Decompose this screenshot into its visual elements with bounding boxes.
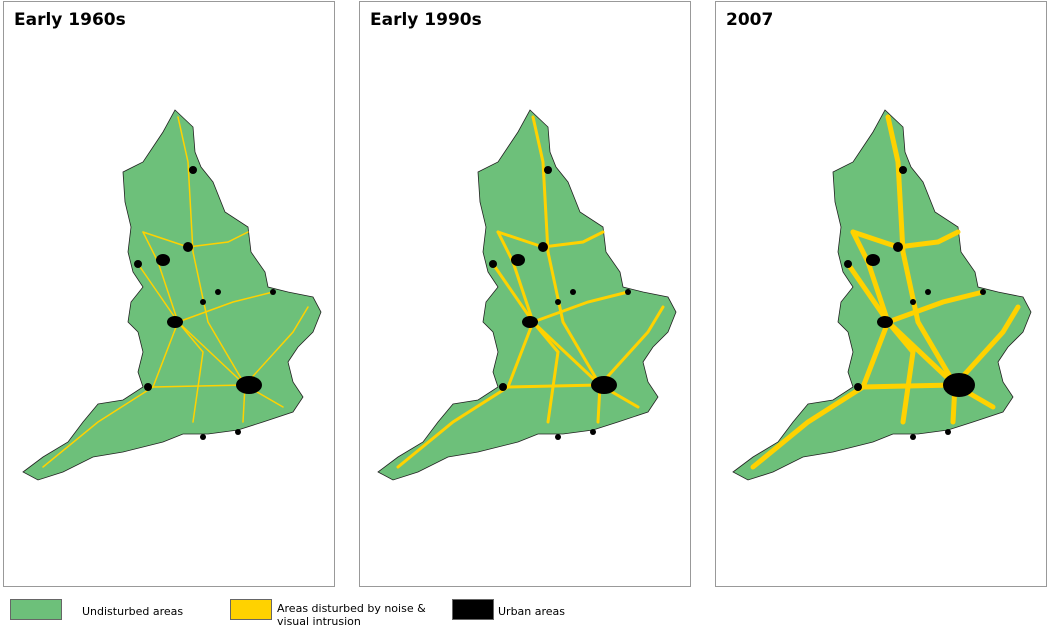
map-panel: Early 1960s xyxy=(3,1,335,587)
england-map xyxy=(716,2,1046,586)
panel-title: 2007 xyxy=(726,10,774,30)
panel-title: Early 1990s xyxy=(370,10,482,30)
map-panel: 2007 xyxy=(715,1,1047,587)
legend-label: Undisturbed areas xyxy=(82,605,184,618)
panel-title: Early 1960s xyxy=(14,10,126,30)
england-map xyxy=(4,2,334,586)
legend-label: Urban areas xyxy=(498,605,566,618)
england-map xyxy=(360,2,690,586)
legend-swatch xyxy=(452,599,494,620)
legend-swatch xyxy=(230,599,272,620)
legend-label: Areas disturbed by noise & visual intrus… xyxy=(277,602,426,628)
map-panel: Early 1990s xyxy=(359,1,691,587)
legend-swatch xyxy=(10,599,62,620)
